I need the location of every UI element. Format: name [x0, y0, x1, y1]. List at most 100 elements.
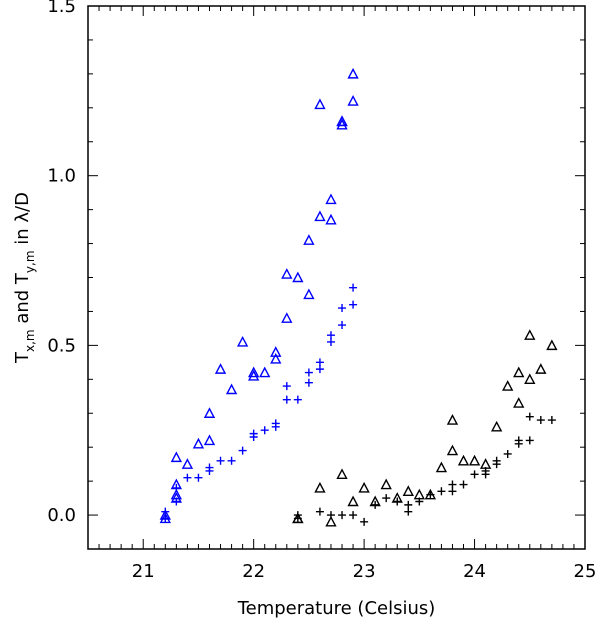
triangle-point: [347, 67, 359, 79]
plus-point: [547, 416, 556, 425]
y-label-subscript: x,m: [23, 329, 37, 352]
triangle-point: [314, 481, 326, 493]
series-black-plus: [293, 412, 556, 526]
plus-point: [304, 378, 313, 387]
plus-point: [161, 514, 170, 523]
plus-point: [315, 358, 324, 367]
plus-point: [448, 487, 457, 496]
plus-point: [161, 507, 170, 516]
plus-point: [470, 470, 479, 479]
plus-point: [227, 456, 236, 465]
x-tick-labels: 21 22 23 24 25: [132, 561, 597, 582]
x-tick-label: 24: [463, 561, 486, 582]
y-label-part: T: [12, 351, 33, 364]
plus-point: [404, 500, 413, 509]
triangle-point: [270, 346, 282, 357]
triangle-point: [203, 434, 216, 446]
plus-point: [481, 466, 490, 475]
plus-point: [525, 412, 534, 421]
y-label-part: and T: [12, 272, 33, 329]
x-axis-label: Temperature (Celsius): [237, 598, 436, 619]
plus-point: [349, 511, 358, 520]
triangle-point: [524, 329, 536, 340]
triangle-point: [181, 458, 194, 469]
plus-point: [172, 497, 181, 506]
plus-point: [326, 331, 335, 340]
triangle-point: [248, 366, 260, 378]
triangle-point: [325, 515, 337, 527]
plus-point: [437, 487, 446, 496]
plus-point: [271, 422, 280, 431]
triangle-point: [325, 213, 337, 225]
plus-point: [315, 507, 324, 516]
y-label-subscript: y,m: [23, 250, 37, 273]
plus-point: [338, 511, 347, 520]
y-axis-label: Tx,m and Ty,m in λ/D: [12, 192, 37, 364]
triangle-point: [325, 193, 337, 205]
plus-point: [393, 497, 402, 506]
plus-point: [404, 507, 413, 516]
series-black-triangles: [292, 329, 558, 527]
triangle-point: [402, 485, 414, 497]
triangle-point: [457, 454, 470, 466]
triangle-point: [281, 312, 293, 323]
triangle-point: [336, 468, 348, 480]
triangle-point: [358, 481, 370, 493]
plus-point: [360, 517, 369, 526]
plus-point: [525, 436, 534, 445]
y-tick-label: 0.0: [47, 505, 76, 526]
plus-point: [249, 429, 258, 438]
triangle-point: [524, 373, 536, 385]
triangle-point: [170, 451, 183, 463]
y-label-part: in λ/D: [12, 192, 33, 250]
triangle-point: [303, 234, 315, 245]
triangle-point: [502, 380, 514, 391]
triangle-point: [435, 461, 448, 473]
triangle-point: [336, 118, 348, 130]
plus-point: [448, 480, 457, 489]
series-blue-triangles: [159, 67, 359, 524]
triangle-point: [413, 488, 425, 500]
triangle-point: [535, 363, 547, 374]
triangle-point: [292, 271, 304, 283]
data-points: [159, 67, 558, 527]
plus-point: [349, 300, 358, 309]
y-tick-label: 1.0: [47, 166, 76, 187]
y-tick-labels: 0.0 0.5 1.0 1.5: [47, 0, 76, 526]
series-blue-plus: [161, 283, 358, 523]
plus-point: [304, 368, 313, 377]
plus-point: [371, 500, 380, 509]
triangle-point: [336, 115, 348, 127]
plus-point: [503, 449, 512, 458]
triangle-point: [248, 369, 260, 381]
triangle-point: [225, 383, 238, 395]
triangle-point: [347, 95, 359, 106]
plus-point: [282, 382, 291, 391]
axis-ticks: [87, 5, 586, 550]
plus-point: [183, 473, 192, 482]
plus-point: [216, 456, 225, 465]
plot-frame: [87, 5, 586, 550]
plus-point: [426, 490, 435, 499]
plus-point: [315, 365, 324, 374]
plus-point: [382, 494, 391, 503]
plus-point: [415, 497, 424, 506]
triangle-point: [236, 335, 249, 347]
plus-point: [514, 436, 523, 445]
triangle-point: [490, 420, 503, 432]
plus-point: [492, 456, 501, 465]
triangle-point: [546, 339, 558, 351]
plus-point: [282, 395, 291, 404]
plus-point: [536, 416, 545, 425]
y-tick-label: 0.5: [47, 335, 76, 356]
triangle-point: [446, 414, 459, 425]
x-tick-label: 23: [353, 561, 376, 582]
triangle-point: [513, 397, 525, 408]
triangle-point: [513, 366, 525, 378]
triangle-point: [203, 407, 216, 418]
plus-point: [338, 304, 347, 313]
plus-point: [260, 426, 269, 435]
plus-point: [326, 337, 335, 346]
x-tick-label: 25: [574, 561, 597, 582]
